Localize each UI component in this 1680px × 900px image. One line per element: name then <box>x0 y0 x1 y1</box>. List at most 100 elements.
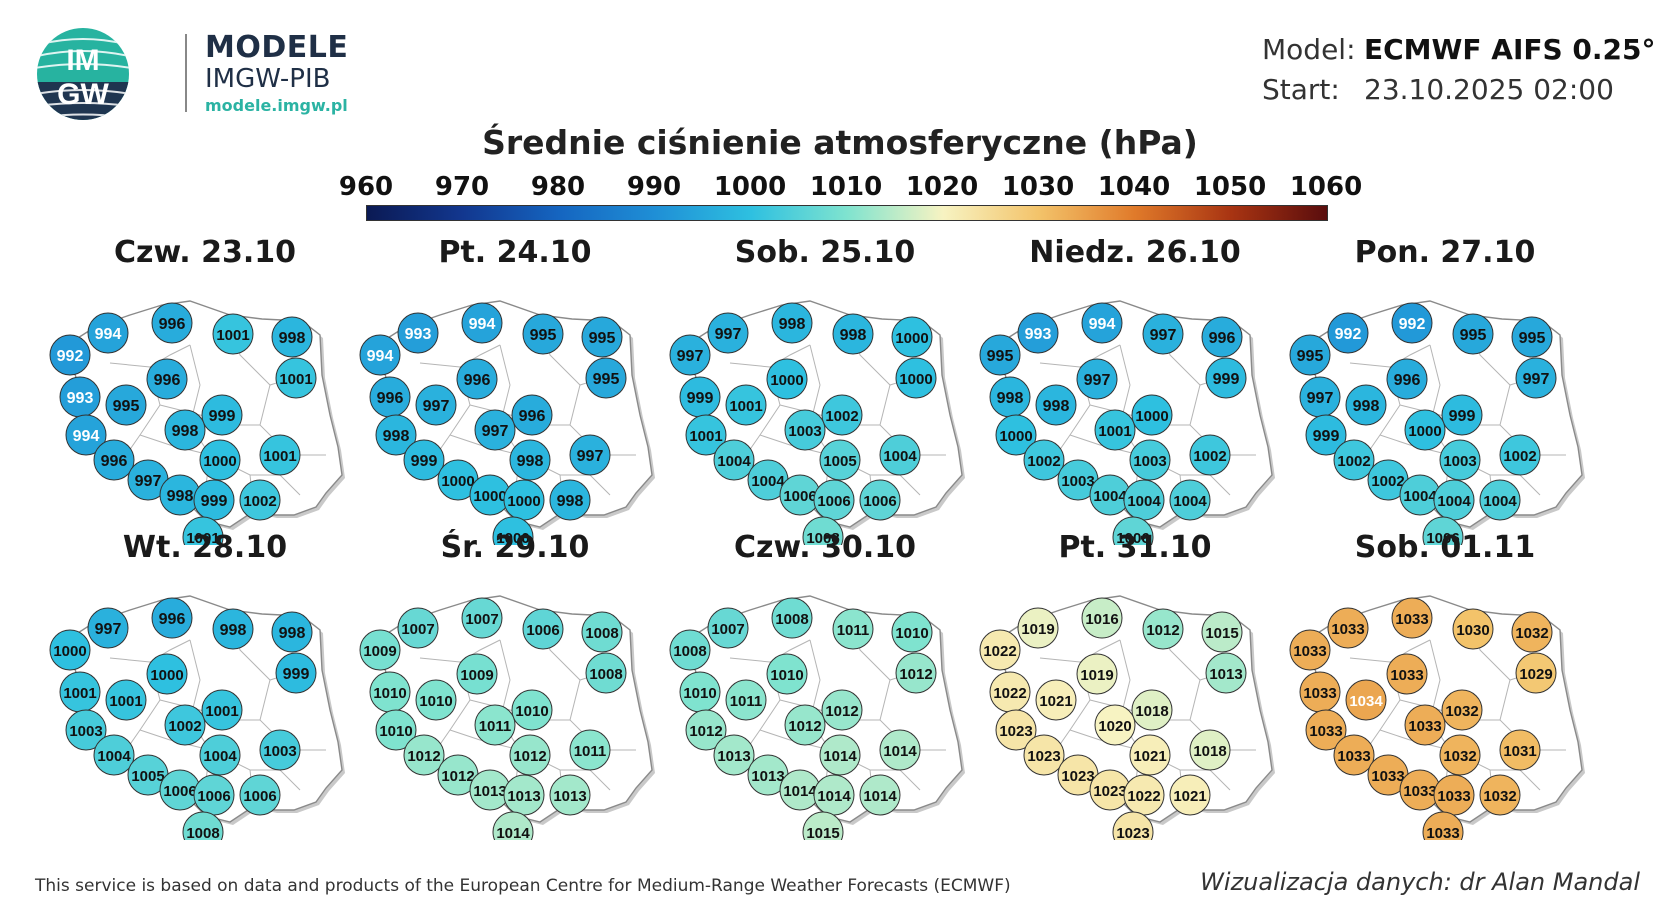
pressure-marker <box>1017 312 1059 354</box>
pressure-value: 1000 <box>496 530 529 545</box>
pressure-marker <box>979 334 1021 376</box>
pressure-marker <box>1094 409 1136 451</box>
region-border <box>1379 729 1451 751</box>
pressure-value: 997 <box>577 448 604 465</box>
pressure-marker <box>581 611 623 653</box>
pressure-value: 1007 <box>711 621 744 638</box>
pressure-value: 1034 <box>1349 693 1383 710</box>
svg-text:GW: GW <box>57 78 109 111</box>
pressure-marker <box>474 704 516 746</box>
colorbar <box>366 205 1328 221</box>
pressure-marker <box>1131 394 1173 436</box>
pressure-value: 1012 <box>1146 622 1179 639</box>
pressure-marker <box>151 302 193 344</box>
panel-date: Czw. 23.10 <box>113 235 296 270</box>
pressure-marker <box>212 313 254 355</box>
pressure-value: 1014 <box>863 788 897 805</box>
pressure-marker <box>1112 516 1154 545</box>
pressure-value: 1023 <box>1027 748 1060 765</box>
pressure-value: 998 <box>1353 398 1380 415</box>
pressure-value: 1000 <box>999 428 1032 445</box>
pressure-value: 1000 <box>150 667 183 684</box>
pressure-value: 1013 <box>751 768 784 785</box>
pressure-value: 1003 <box>1443 453 1476 470</box>
pressure-value: 1000 <box>1408 423 1441 440</box>
pressure-value: 998 <box>517 453 544 470</box>
pressure-marker <box>49 629 91 671</box>
pressure-value: 997 <box>715 326 742 343</box>
pressure-value: 1023 <box>1116 825 1149 840</box>
pressure-marker <box>403 734 445 776</box>
pressure-marker <box>1439 439 1481 481</box>
pressure-marker <box>784 704 826 746</box>
pressure-value: 1013 <box>717 748 750 765</box>
pressure-value: 997 <box>482 423 509 440</box>
pressure-value: 1021 <box>1173 788 1206 805</box>
pressure-value: 1000 <box>895 330 928 347</box>
pressure-value: 1003 <box>1061 473 1094 490</box>
pressure-marker <box>879 729 921 771</box>
pressure-value: 1004 <box>203 748 237 765</box>
pressure-marker <box>49 334 91 376</box>
pressure-value: 993 <box>405 326 432 343</box>
pressure-value: 995 <box>589 330 616 347</box>
pressure-marker <box>1289 334 1331 376</box>
brand-url-link[interactable]: modele.imgw.pl <box>205 96 348 115</box>
pressure-value: 1006 <box>526 622 559 639</box>
pressure-value: 1018 <box>1193 743 1226 760</box>
pressure-value: 1031 <box>1503 743 1536 760</box>
pressure-marker <box>1142 313 1184 355</box>
pressure-marker <box>511 689 553 731</box>
pressure-value: 1013 <box>1209 666 1242 683</box>
pressure-value: 994 <box>73 428 100 445</box>
pressure-value: 1033 <box>1303 685 1336 702</box>
pressure-value: 1014 <box>883 743 917 760</box>
pressure-value: 1012 <box>407 748 440 765</box>
pressure-value: 1008 <box>775 611 808 628</box>
pressure-marker <box>93 734 135 776</box>
pressure-marker <box>859 774 901 816</box>
pressure-value: 1000 <box>203 453 236 470</box>
pressure-value: 1022 <box>1127 788 1160 805</box>
pressure-value: 1002 <box>1371 473 1404 490</box>
region-border <box>1069 729 1141 751</box>
pressure-marker <box>1345 679 1387 721</box>
pressure-value: 1000 <box>770 372 803 389</box>
pressure-value: 1016 <box>1085 611 1118 628</box>
poland-pressure-map: 992 992 995 995 995 996 997 997 998 999 1000 999 100… <box>1289 300 1585 545</box>
pressure-marker <box>461 302 503 344</box>
pressure-marker <box>995 414 1037 456</box>
pressure-value: 995 <box>1519 330 1546 347</box>
pressure-value: 1021 <box>1133 748 1166 765</box>
pressure-marker <box>492 811 534 840</box>
poland-pressure-map: 1007 1008 1011 1010 1008 1010 1012 1010 1011 1012… <box>669 595 965 840</box>
colorbar-tick-label: 960 <box>338 172 394 202</box>
pressure-value: 1014 <box>823 748 857 765</box>
pressure-value: 999 <box>1213 371 1240 388</box>
pressure-value: 1001 <box>216 327 249 344</box>
forecast-panel: Pt. 31.10 1019 1016 1012 1015 1022 1019 1013 102… <box>970 530 1300 840</box>
colorbar-tick-label: 990 <box>626 172 682 202</box>
pressure-marker <box>461 597 503 639</box>
pressure-marker <box>1511 611 1553 653</box>
pressure-value: 998 <box>840 327 867 344</box>
pressure-value: 1033 <box>1371 768 1404 785</box>
pressure-marker <box>1452 608 1494 650</box>
pressure-value: 1002 <box>168 718 201 735</box>
pressure-value: 1010 <box>419 693 452 710</box>
forecast-panel: Niedz. 26.10 993 994 997 996 995 997 999 998 998 1… <box>970 235 1300 545</box>
poland-pressure-map: 1019 1016 1012 1015 1022 1019 1013 1022 1021 1018… <box>979 595 1275 840</box>
pressure-marker <box>275 652 317 694</box>
pressure-marker <box>891 316 933 358</box>
pressure-marker <box>784 409 826 451</box>
pressure-value: 1003 <box>788 423 821 440</box>
pressure-value: 1013 <box>507 788 540 805</box>
pressure-value: 1001 <box>279 371 312 388</box>
pressure-marker <box>239 479 281 521</box>
pressure-value: 1011 <box>730 693 763 710</box>
pressure-marker <box>65 414 107 456</box>
pressure-value: 1001 <box>109 693 142 710</box>
pressure-marker <box>1327 312 1369 354</box>
start-label: Start: <box>1262 73 1340 106</box>
